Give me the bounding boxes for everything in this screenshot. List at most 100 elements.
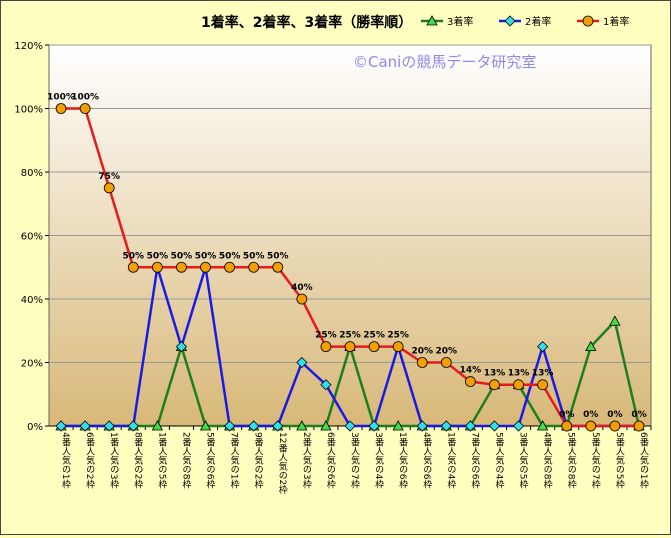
- data-point: [224, 420, 236, 432]
- data-label: 25%: [339, 331, 361, 341]
- y-tick-label: 100%: [14, 105, 43, 116]
- data-point: [272, 420, 284, 432]
- data-label: 50%: [171, 251, 193, 261]
- data-label: 0%: [583, 410, 598, 420]
- x-tick-label: 4番人気の6枠: [421, 432, 432, 489]
- x-tick-label: 8番人気の2枠: [132, 432, 143, 489]
- x-tick-label: 1番人気の3枠: [108, 432, 119, 489]
- data-point: [103, 182, 115, 194]
- data-label: 20%: [436, 347, 458, 357]
- data-point: [320, 379, 332, 391]
- data-label: 50%: [123, 251, 145, 261]
- data-point: [79, 103, 91, 114]
- data-label: 13%: [532, 369, 554, 379]
- data-point: [537, 379, 549, 391]
- data-point: [368, 341, 380, 353]
- data-label: 25%: [315, 331, 337, 341]
- data-point: [513, 379, 524, 391]
- x-tick-label: 6番人気の2枠: [84, 432, 95, 489]
- x-tick-label: 5番人気の8枠: [566, 432, 577, 489]
- data-label: 100%: [71, 93, 99, 103]
- data-point: [55, 420, 67, 432]
- data-point: [320, 420, 332, 431]
- x-tick-label: 12番人気の2枠: [277, 432, 288, 495]
- data-point: [224, 261, 236, 273]
- legend: 3着率 2着率 1着率: [421, 15, 629, 28]
- x-tick-label: 5番人気の6枠: [205, 432, 216, 489]
- data-label: 13%: [484, 369, 506, 379]
- data-point: [296, 356, 308, 369]
- plot-area: 0% 20% 40% 60% 80% 100% 120% 4番人気の1枠 6番人気の2枠 1番人気…: [14, 41, 652, 495]
- x-tick-label: 4番人気の1枠: [60, 432, 71, 489]
- data-point: [440, 420, 452, 432]
- data-point: [199, 420, 212, 431]
- data-label: 50%: [147, 251, 169, 261]
- data-label: 13%: [508, 369, 530, 379]
- data-point: [416, 420, 428, 432]
- data-point: [488, 420, 501, 432]
- data-point: [416, 357, 428, 368]
- x-tick-label: 7番人気の1枠: [229, 432, 240, 489]
- x-tick-label: 5番人気の7枠: [590, 432, 601, 489]
- data-point: [200, 261, 211, 273]
- x-tick-label: 2番人気の8枠: [180, 432, 191, 489]
- data-point: [103, 420, 115, 432]
- data-point: [585, 420, 597, 432]
- data-label: 20%: [411, 347, 433, 357]
- x-tick-label: 3番人気の5枠: [518, 432, 529, 489]
- legend-marker: [504, 15, 516, 27]
- x-tick-label: 1番人気の6枠: [397, 432, 408, 489]
- data-point: [585, 340, 597, 352]
- data-point: [344, 341, 356, 353]
- data-point: [561, 420, 573, 432]
- y-tick-label: 60%: [21, 232, 43, 243]
- data-point: [633, 420, 645, 432]
- x-tick-label: 2番人気の3枠: [301, 432, 312, 489]
- data-point: [609, 420, 621, 432]
- data-point: [272, 261, 284, 273]
- y-tick-label: 120%: [14, 41, 43, 52]
- data-label: 75%: [98, 172, 120, 182]
- legend-label: 1着率: [603, 15, 629, 28]
- data-label: 25%: [387, 331, 409, 341]
- y-tick-label: 40%: [21, 295, 43, 306]
- data-point: [79, 420, 91, 432]
- data-point: [176, 261, 187, 273]
- data-point: [248, 261, 260, 273]
- data-point: [537, 341, 549, 353]
- data-point: [320, 341, 332, 353]
- data-label: 50%: [243, 251, 265, 261]
- x-tick-label: 1番人気の4枠: [445, 432, 456, 489]
- data-point: [512, 420, 525, 432]
- data-point: [392, 341, 404, 353]
- data-point: [609, 315, 621, 326]
- data-label: 0%: [607, 410, 622, 420]
- data-label: 0%: [631, 410, 646, 420]
- x-tick-label: 5番人気の5枠: [614, 432, 625, 489]
- x-tick-label: 3番人気の4枠: [373, 432, 384, 489]
- x-tick-label: 6番人気の1枠: [638, 432, 649, 489]
- y-tick-label: 20%: [21, 359, 43, 370]
- legend-label: 3着率: [447, 15, 473, 28]
- data-point: [344, 420, 356, 432]
- y-tick-label: 80%: [21, 168, 43, 179]
- x-tick-label: 3番人気の7枠: [349, 432, 360, 489]
- data-point: [296, 420, 308, 431]
- x-tick-label: 7番人気の6枠: [469, 432, 480, 489]
- legend-marker: [582, 15, 594, 27]
- data-point: [536, 420, 549, 431]
- data-point: [248, 420, 260, 432]
- data-point: [127, 420, 139, 432]
- data-point: [296, 293, 308, 305]
- data-point: [175, 341, 188, 353]
- data-label: 40%: [291, 283, 313, 293]
- data-point: [151, 261, 163, 273]
- x-tick-label: 6番人気の6枠: [325, 432, 336, 489]
- x-tick-label: 5番人気の4枠: [493, 432, 504, 489]
- legend-label: 2着率: [525, 15, 551, 28]
- data-point: [368, 420, 380, 432]
- data-point: [55, 103, 67, 114]
- data-label: 0%: [559, 410, 574, 420]
- data-point: [392, 420, 404, 431]
